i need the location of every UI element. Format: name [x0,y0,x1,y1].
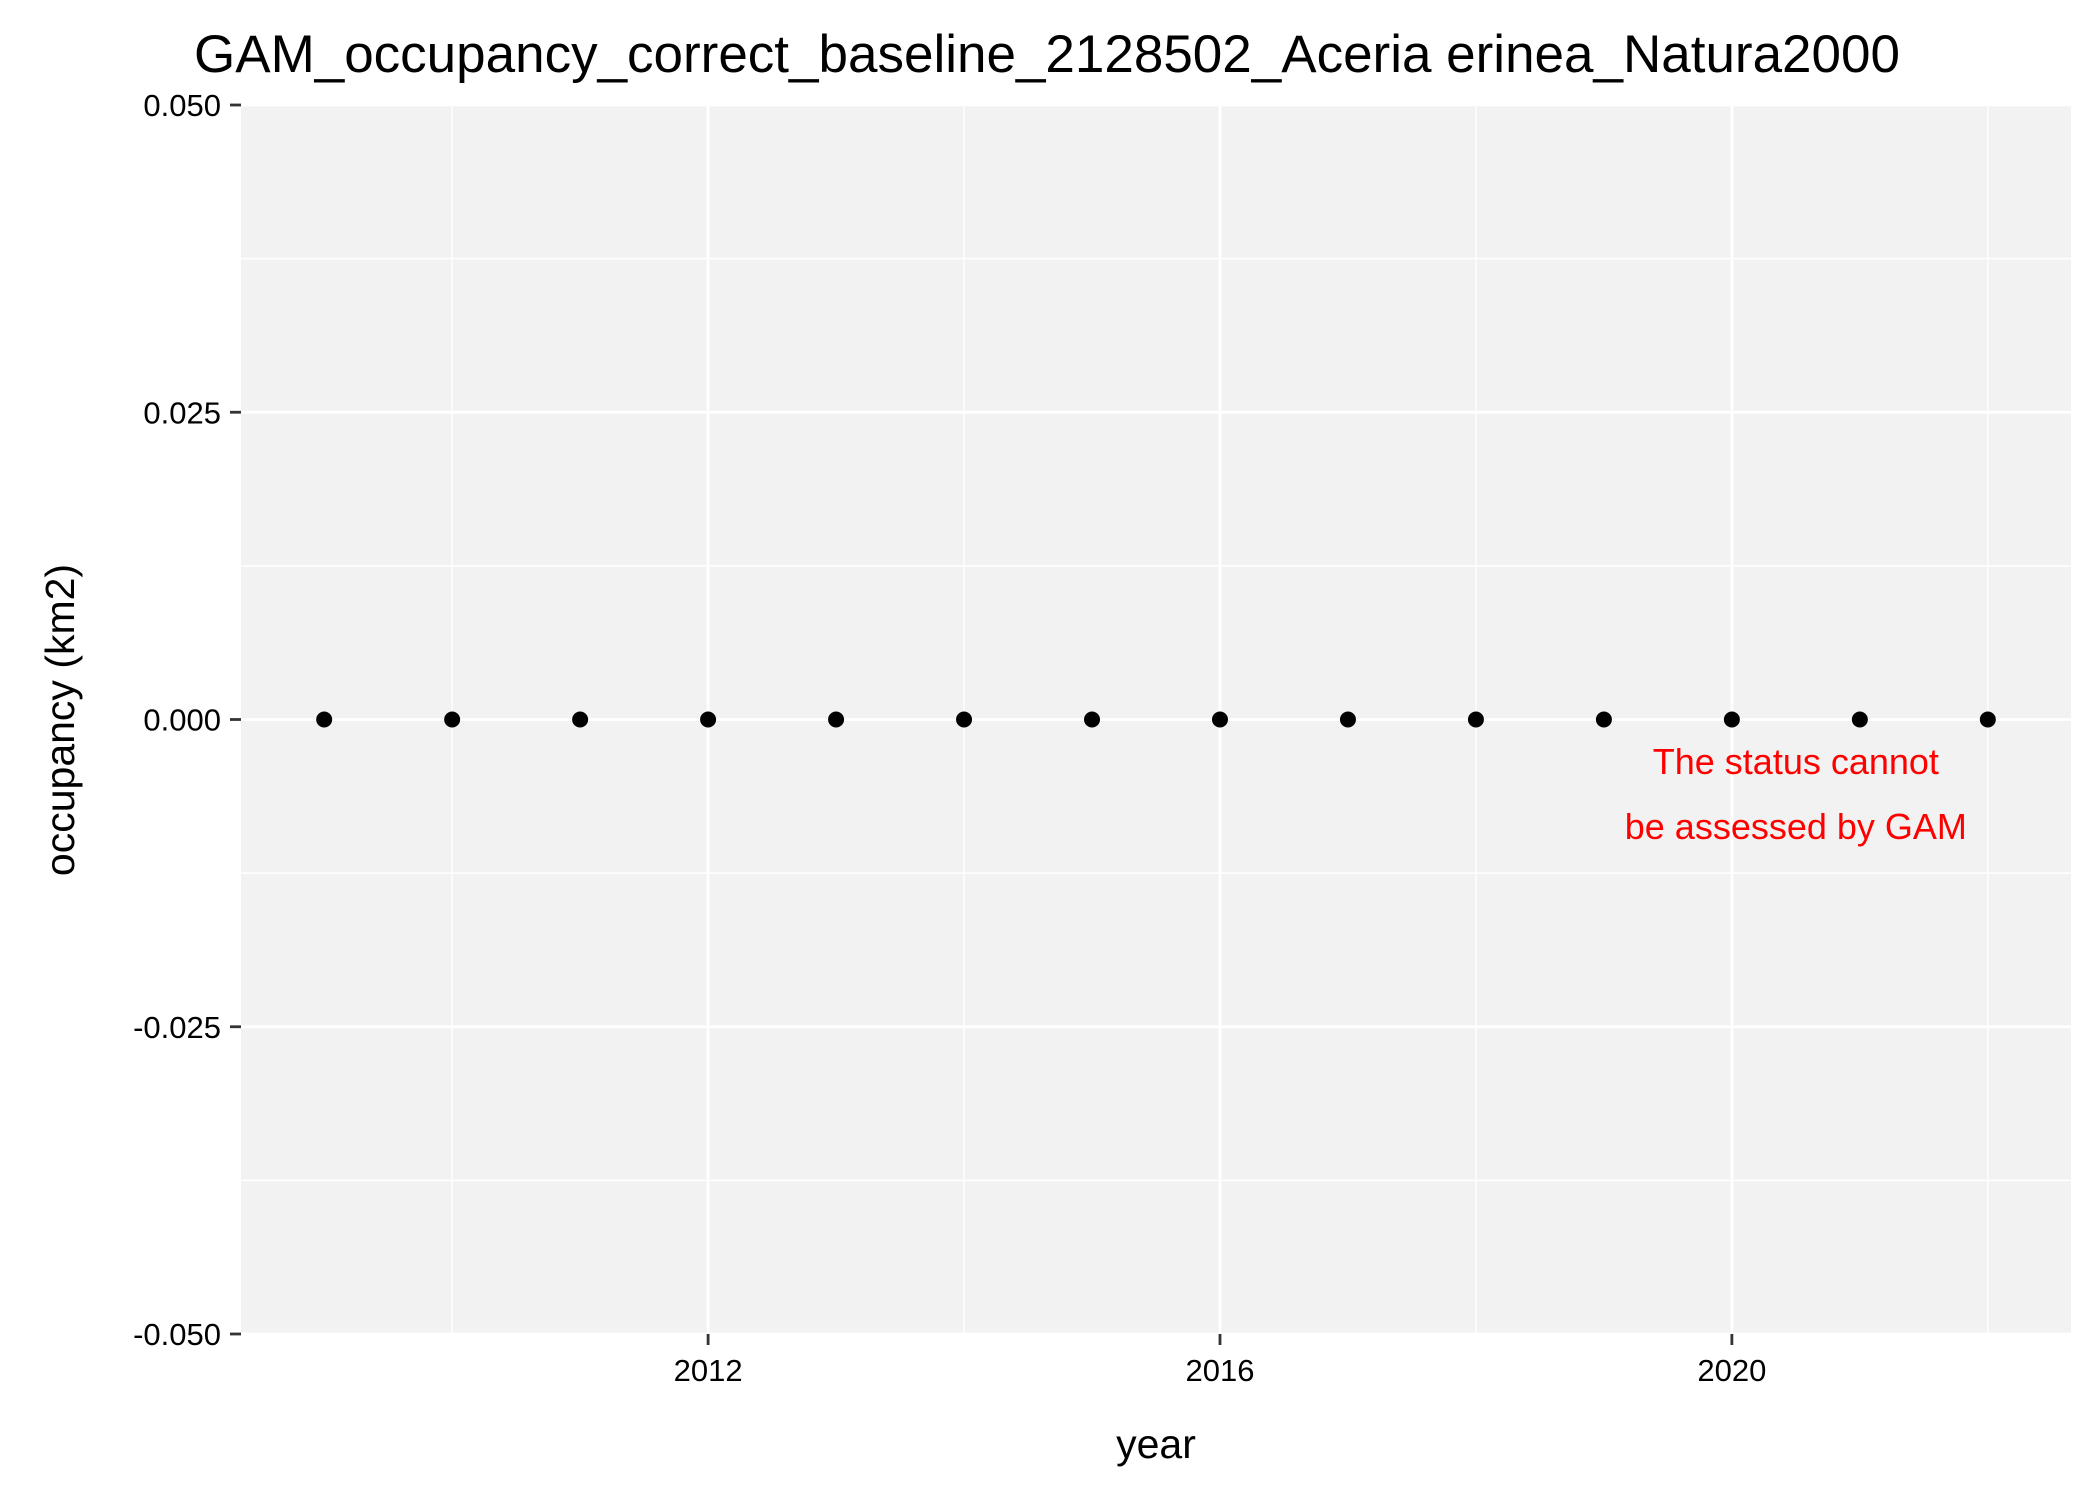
data-point [1084,711,1101,728]
y-tick-label: -0.025 [133,1010,221,1045]
data-point [1467,711,1484,728]
y-tick-label: 0.025 [143,395,221,430]
y-tick-label: -0.050 [133,1317,221,1352]
data-point [1851,711,1868,728]
data-point [572,711,589,728]
x-tick-label: 2012 [674,1353,743,1388]
data-point [1595,711,1612,728]
x-tick-label: 2016 [1186,1353,1255,1388]
annotation-line: be assessed by GAM [1625,806,1967,847]
data-point [1211,711,1228,728]
data-point [1339,711,1356,728]
y-tick-label: 0.000 [143,703,221,738]
x-axis-ticks: 2012 2016 2020 [674,1334,1766,1388]
y-axis-ticks: -0.050 -0.025 0.000 0.025 0.050 [133,88,241,1352]
data-point [828,711,845,728]
x-tick-label: 2020 [1697,1353,1766,1388]
data-point [1979,711,1996,728]
data-points [316,711,1996,728]
data-point [1723,711,1740,728]
data-point [700,711,717,728]
data-point [956,711,973,728]
gam-status-annotation: The status cannot be assessed by GAM [1625,741,1967,847]
y-axis-label: occupancy (km2) [37,564,83,876]
annotation-line: The status cannot [1653,741,1939,782]
y-tick-label: 0.050 [143,88,221,123]
data-point [316,711,333,728]
data-point [444,711,461,728]
x-axis-label: year [1116,1421,1196,1467]
chart-title: GAM_occupancy_correct_baseline_2128502_A… [194,25,1900,84]
